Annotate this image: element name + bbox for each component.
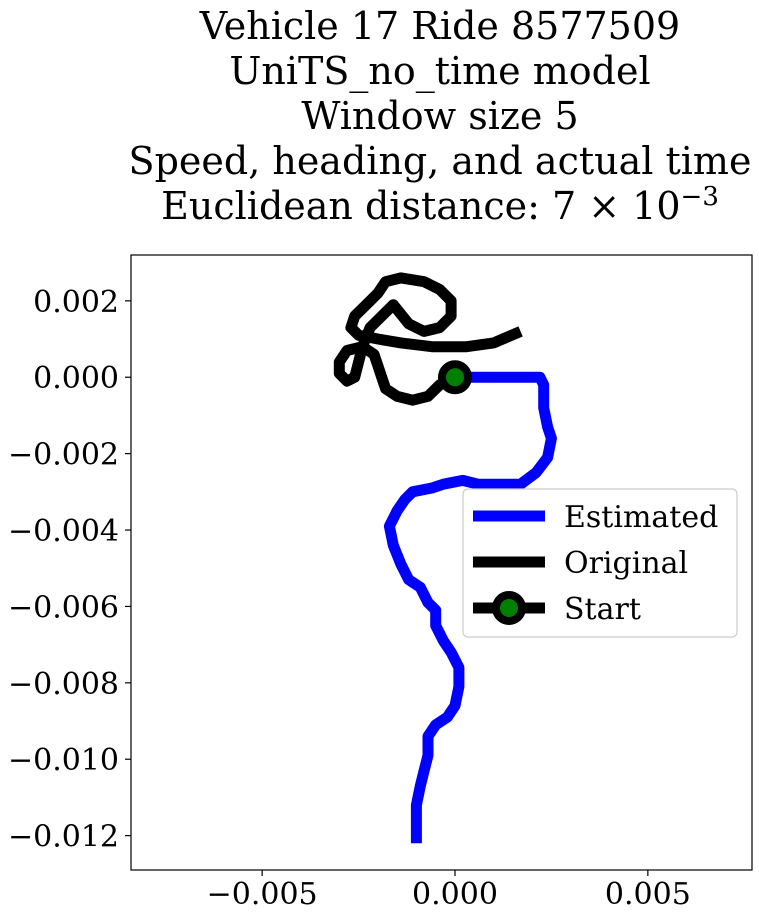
legend-label-start: Start: [564, 592, 641, 627]
x-tick-label: 0.000: [412, 877, 498, 912]
y-tick-label: −0.004: [8, 514, 119, 549]
y-tick-label: 0.002: [33, 285, 119, 320]
series-line-estimated: [383, 371, 557, 844]
chart-title: Vehicle 17 Ride 8577509 UniTS_no_time mo…: [40, 4, 759, 229]
x-tick-label: −0.005: [207, 877, 318, 912]
y-tick-label: −0.008: [8, 667, 119, 702]
plot-frame: [130, 254, 753, 871]
series-line-original: [333, 272, 523, 406]
y-tick-label: −0.002: [8, 438, 119, 473]
legend-start-marker: [492, 591, 526, 625]
title-line-3: Window size 5: [301, 94, 579, 138]
title-line-4: Speed, heading, and actual time: [128, 139, 752, 183]
y-tick-label: −0.012: [8, 820, 119, 855]
title-exponent: −3: [680, 182, 719, 212]
title-line-2: UniTS_no_time model: [229, 49, 651, 93]
legend-box: [462, 488, 738, 638]
y-tick-label: −0.010: [8, 743, 119, 778]
title-line-5: Euclidean distance: 7 × 10−3: [40, 184, 759, 229]
start-marker: [438, 360, 472, 395]
title-line-1: Vehicle 17 Ride 8577509: [199, 4, 681, 48]
legend-label-estimated: Estimated: [564, 500, 718, 535]
y-tick-label: −0.006: [8, 590, 119, 625]
legend-label-original: Original: [564, 546, 688, 581]
x-tick-label: 0.005: [605, 877, 691, 912]
y-tick-label: 0.000: [33, 361, 119, 396]
title-distance-text: Euclidean distance: 7 × 10: [161, 184, 681, 228]
